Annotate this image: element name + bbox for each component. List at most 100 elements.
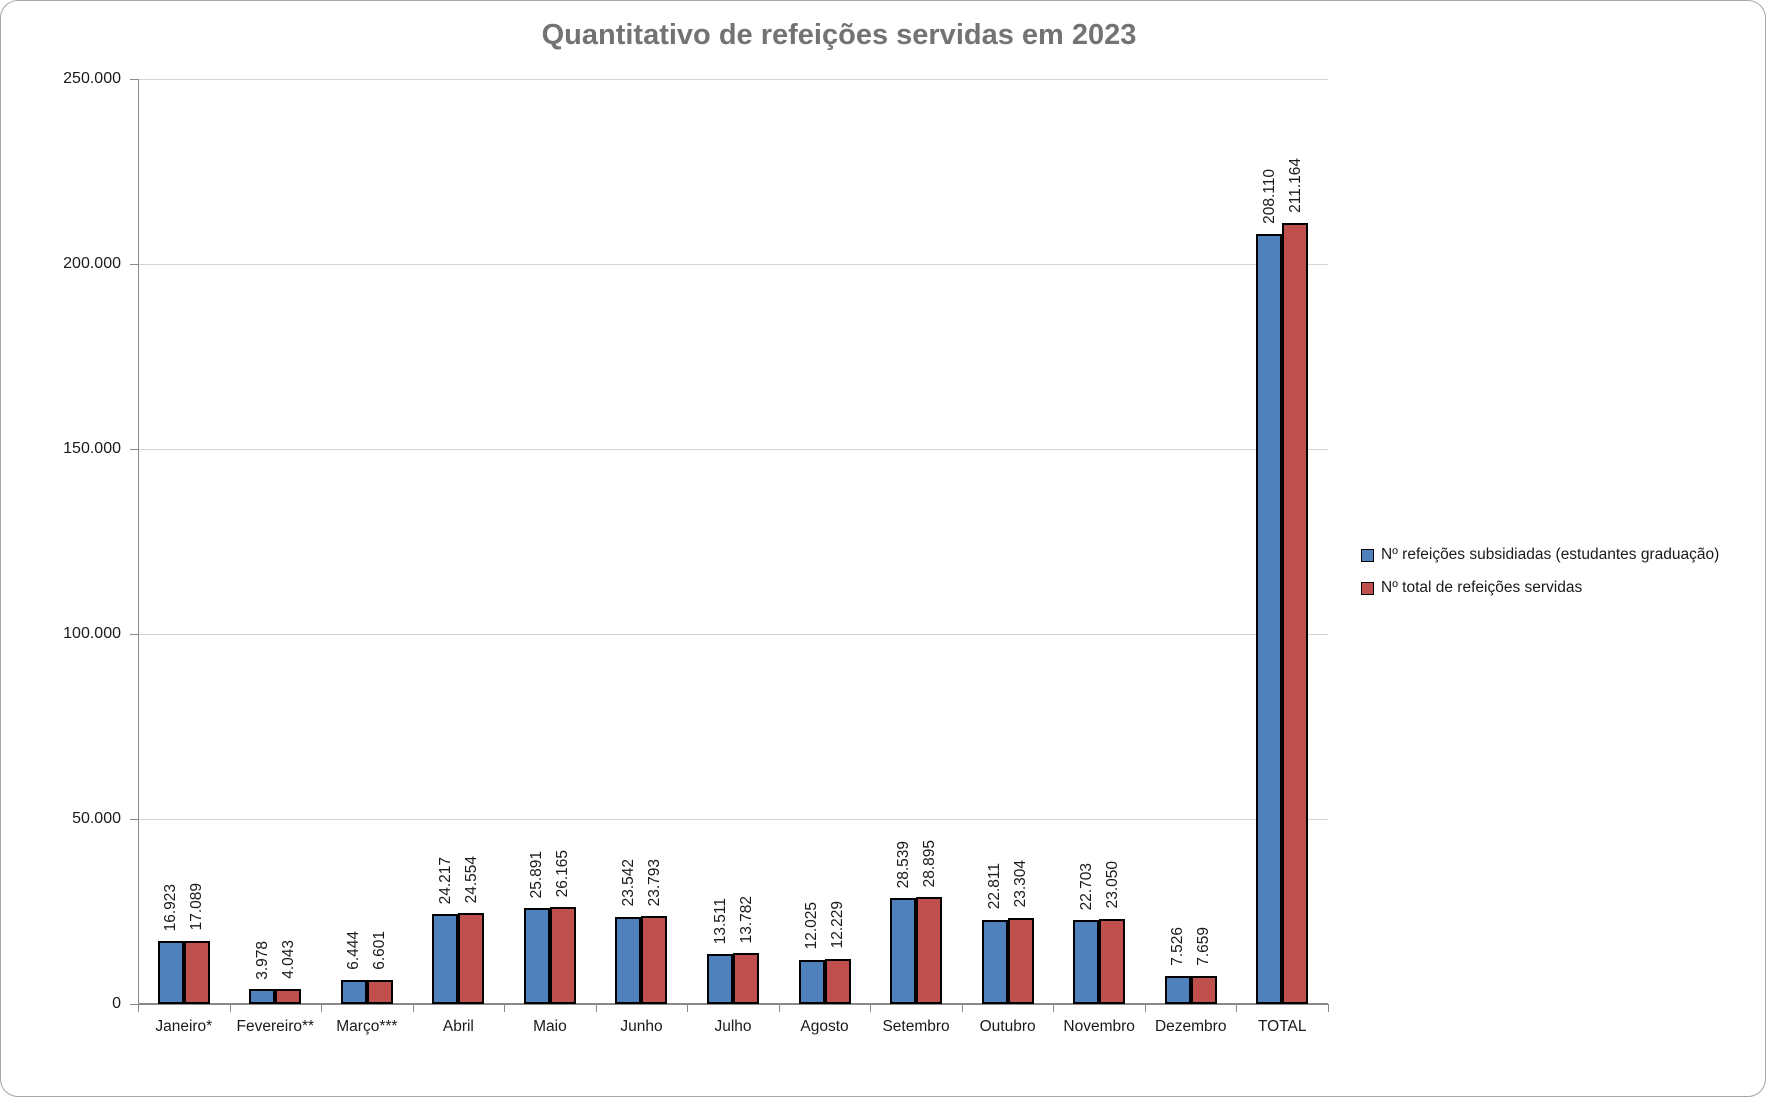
data-label: 23.304 xyxy=(1012,860,1030,908)
legend-swatch-total xyxy=(1361,581,1374,595)
bar-subsidized xyxy=(523,908,550,1004)
x-axis-tick xyxy=(229,1004,231,1012)
data-label: 23.542 xyxy=(619,859,637,907)
bar-total xyxy=(916,897,943,1004)
y-axis-tick xyxy=(130,78,138,80)
y-axis-tick xyxy=(130,633,138,635)
x-axis-tick xyxy=(1236,1004,1238,1012)
category-label: Janeiro* xyxy=(155,1018,213,1035)
data-label: 22.703 xyxy=(1077,862,1095,910)
data-label: 7.659 xyxy=(1195,926,1213,966)
y-axis-tick-label: 250.000 xyxy=(63,70,121,87)
bar-total xyxy=(1282,222,1309,1004)
x-axis-tick xyxy=(595,1004,597,1012)
category-label: Julho xyxy=(714,1018,752,1035)
bar-subsidized xyxy=(981,919,1008,1004)
y-axis-tick xyxy=(130,263,138,265)
data-label: 28.895 xyxy=(920,839,938,888)
bar-total xyxy=(1190,975,1217,1004)
bar-subsidized xyxy=(432,914,459,1004)
category-label: TOTAL xyxy=(1257,1018,1307,1035)
category-label: Setembro xyxy=(882,1018,950,1035)
data-label: 208.110 xyxy=(1260,169,1278,224)
y-axis-tick xyxy=(130,448,138,450)
category-label: Abril xyxy=(442,1018,474,1035)
bar-total xyxy=(1007,917,1034,1004)
data-label: 3.978 xyxy=(253,940,271,980)
y-axis-tick-label: 50.000 xyxy=(72,810,121,827)
bar-total xyxy=(549,907,576,1004)
data-label: 24.554 xyxy=(462,855,480,904)
gridline xyxy=(138,818,1328,820)
legend-swatch-subsidized xyxy=(1361,548,1374,562)
x-axis-tick xyxy=(412,1004,414,1012)
data-label: 24.217 xyxy=(436,856,454,905)
y-axis-tick-label: 150.000 xyxy=(63,440,121,457)
bar-subsidized xyxy=(890,898,917,1004)
y-axis-tick-label: 200.000 xyxy=(63,255,121,272)
y-axis-tick xyxy=(130,818,138,820)
x-axis-tick xyxy=(778,1004,780,1012)
bar-total xyxy=(1099,918,1126,1004)
chart-title: Quantitativo de refeições servidas em 20… xyxy=(541,19,1137,51)
data-label: 23.793 xyxy=(645,858,663,906)
chart-legend: Nº refeições subsidiadas (estudantes gra… xyxy=(1361,546,1719,612)
data-label: 6.601 xyxy=(371,930,389,970)
data-label: 12.229 xyxy=(829,901,847,949)
category-label: Maio xyxy=(533,1018,567,1035)
y-axis-line xyxy=(138,79,139,1004)
bar-total xyxy=(275,989,302,1004)
legend-item: Nº total de refeições servidas xyxy=(1361,579,1719,597)
bar-total xyxy=(366,979,393,1004)
bar-subsidized xyxy=(340,980,367,1004)
data-label: 22.811 xyxy=(986,863,1004,910)
category-label: Dezembro xyxy=(1154,1018,1227,1035)
data-label: 16.923 xyxy=(162,883,180,932)
gridline xyxy=(138,633,1328,635)
bar-subsidized xyxy=(157,941,184,1004)
x-axis-tick xyxy=(961,1004,963,1012)
x-axis-tick xyxy=(321,1004,323,1012)
legend-label: Nº total de refeições servidas xyxy=(1381,579,1583,596)
data-label: 211.164 xyxy=(1286,157,1304,213)
data-label: 28.539 xyxy=(894,840,912,889)
category-label: Fevereiro** xyxy=(236,1018,315,1035)
bar-total xyxy=(641,915,668,1004)
data-label: 13.511 xyxy=(711,897,729,945)
y-axis-tick-label: 0 xyxy=(112,995,121,1012)
x-axis-tick xyxy=(138,1004,139,1012)
legend-label: Nº refeições subsidiadas (estudantes gra… xyxy=(1381,546,1720,563)
data-label: 12.025 xyxy=(803,902,821,950)
data-label: 4.043 xyxy=(279,940,297,980)
x-axis-tick xyxy=(687,1004,689,1012)
bar-subsidized xyxy=(249,989,276,1004)
gridline xyxy=(138,263,1328,265)
x-axis-tick xyxy=(1144,1004,1146,1012)
category-label: Outubro xyxy=(979,1018,1036,1035)
data-label: 23.050 xyxy=(1103,861,1121,909)
bar-total xyxy=(458,913,485,1004)
y-axis-tick xyxy=(130,1003,138,1005)
bar-total xyxy=(824,958,851,1004)
bar-subsidized xyxy=(1256,233,1283,1004)
data-label: 7.526 xyxy=(1169,927,1187,967)
legend-item: Nº refeições subsidiadas (estudantes gra… xyxy=(1361,546,1719,564)
x-axis-tick xyxy=(1053,1004,1055,1012)
bar-subsidized xyxy=(1164,976,1191,1004)
bar-total xyxy=(183,940,210,1004)
bar-subsidized xyxy=(615,916,642,1004)
gridline xyxy=(138,448,1328,450)
x-axis-tick xyxy=(870,1004,872,1012)
bar-subsidized xyxy=(707,954,733,1004)
category-label: Agosto xyxy=(800,1018,849,1035)
x-axis-tick xyxy=(1328,1004,1329,1012)
gridline xyxy=(138,78,1328,80)
x-axis-tick xyxy=(504,1004,506,1012)
category-label: Junho xyxy=(620,1018,663,1035)
data-label: 13.782 xyxy=(737,895,755,944)
bar-subsidized xyxy=(1073,919,1100,1004)
data-label: 17.089 xyxy=(188,883,206,931)
bar-subsidized xyxy=(798,959,825,1004)
bar-total xyxy=(733,953,759,1004)
